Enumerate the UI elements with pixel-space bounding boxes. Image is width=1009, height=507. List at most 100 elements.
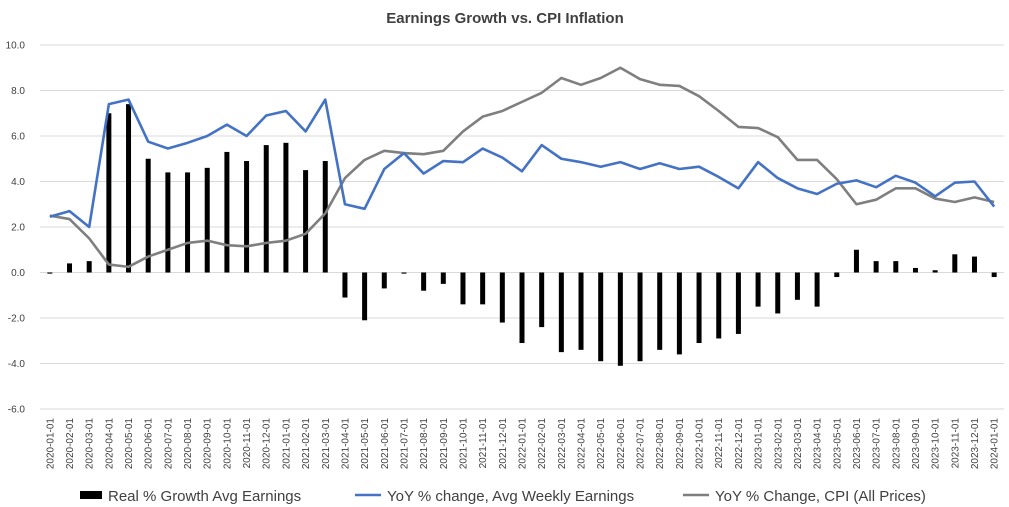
legend-label: YoY % Change, CPI (All Prices) <box>715 488 926 505</box>
chart-title: Earnings Growth vs. CPI Inflation <box>386 10 624 27</box>
bar <box>303 170 309 273</box>
bar <box>893 261 899 273</box>
x-tick-label: 2022-02-01 <box>537 418 548 470</box>
legend-label: YoY % change, Avg Weekly Earnings <box>387 488 634 505</box>
bar <box>460 272 466 305</box>
x-tick-label: 2023-05-01 <box>832 418 843 470</box>
bar <box>912 267 918 273</box>
x-tick-label: 2022-03-01 <box>557 418 568 470</box>
x-tick-label: 2022-09-01 <box>675 418 686 470</box>
bar <box>381 272 387 289</box>
x-tick-label: 2020-04-01 <box>104 418 115 470</box>
bar <box>853 249 859 273</box>
x-tick-label: 2023-08-01 <box>891 418 902 470</box>
bar <box>480 272 486 305</box>
legend: Real % Growth Avg Earnings YoY % change, … <box>80 488 926 505</box>
x-tick-label: 2024-01-01 <box>990 418 1001 470</box>
x-tick-label: 2021-03-01 <box>321 418 332 470</box>
y-axis-ticks: 10.0 8.0 6.0 4.0 2.0 0.0 -2.0 -4.0 -6.0 <box>6 41 26 416</box>
x-tick-label: 2023-12-01 <box>970 418 981 470</box>
bar <box>834 272 840 278</box>
bar <box>165 172 171 273</box>
x-tick-label: 2023-11-01 <box>950 418 961 469</box>
bar <box>421 272 427 291</box>
y-tick-label: 8.0 <box>11 86 25 97</box>
x-tick-label: 2022-01-01 <box>518 418 529 470</box>
bar <box>440 272 446 284</box>
bar <box>775 272 781 314</box>
bar <box>499 272 505 323</box>
legend-swatch <box>80 491 102 499</box>
bar <box>47 272 53 274</box>
x-tick-label: 2021-05-01 <box>360 418 371 470</box>
bar <box>657 272 663 350</box>
y-tick-label: 6.0 <box>11 132 25 143</box>
x-tick-label: 2020-08-01 <box>183 418 194 470</box>
bar <box>696 272 702 344</box>
bar <box>716 272 722 339</box>
bar <box>67 263 73 273</box>
y-tick-label: -6.0 <box>8 405 26 416</box>
x-tick-label: 2023-02-01 <box>773 418 784 470</box>
x-tick-label: 2020-07-01 <box>163 418 174 470</box>
legend-label: Real % Growth Avg Earnings <box>108 488 301 505</box>
x-tick-label: 2021-02-01 <box>301 418 312 470</box>
y-tick-label: 0.0 <box>11 268 25 279</box>
bar <box>578 272 584 350</box>
y-tick-label: 2.0 <box>11 223 25 234</box>
bar <box>401 272 407 274</box>
x-tick-label: 2023-06-01 <box>852 418 863 470</box>
series-line <box>49 66 995 269</box>
x-tick-label: 2023-01-01 <box>754 418 765 470</box>
bar <box>322 161 328 273</box>
y-tick-label: 10.0 <box>6 41 26 52</box>
x-tick-label: 2020-01-01 <box>45 418 56 470</box>
x-tick-label: 2021-01-01 <box>281 418 292 470</box>
x-tick-label: 2022-07-01 <box>636 418 647 470</box>
bar <box>735 272 741 334</box>
bar <box>814 272 820 307</box>
x-tick-label: 2021-10-01 <box>458 418 469 470</box>
bar <box>952 254 958 273</box>
x-tick-label: 2022-11-01 <box>714 418 725 469</box>
y-tick-label: -2.0 <box>8 314 26 325</box>
bar <box>204 167 210 273</box>
x-tick-label: 2020-12-01 <box>262 418 273 470</box>
x-tick-label: 2022-06-01 <box>616 418 627 470</box>
bar <box>519 272 525 344</box>
bar <box>106 113 112 273</box>
x-tick-label: 2022-08-01 <box>655 418 666 470</box>
x-tick-label: 2021-06-01 <box>380 418 391 470</box>
bar <box>558 272 564 353</box>
bar <box>126 104 132 273</box>
bar <box>991 272 997 278</box>
bar <box>637 272 643 362</box>
y-tick-label: -4.0 <box>8 359 26 370</box>
x-tick-label: 2023-10-01 <box>931 418 942 470</box>
line-series <box>49 66 996 269</box>
x-tick-label: 2023-07-01 <box>872 418 883 470</box>
bar <box>971 256 977 273</box>
x-axis-ticks: 2020-01-01 2020-02-01 2020-03-01 2020-04-01… <box>45 418 1000 470</box>
x-tick-label: 2022-04-01 <box>577 418 588 470</box>
bar <box>185 172 191 273</box>
bar <box>873 261 879 273</box>
x-tick-label: 2021-09-01 <box>439 418 450 470</box>
x-tick-label: 2022-12-01 <box>734 418 745 470</box>
bar <box>86 261 92 273</box>
x-tick-label: 2020-10-01 <box>222 418 233 470</box>
x-tick-label: 2020-06-01 <box>144 418 155 470</box>
x-tick-label: 2020-05-01 <box>124 418 135 470</box>
x-tick-label: 2020-09-01 <box>203 418 214 470</box>
x-tick-label: 2021-04-01 <box>340 418 351 470</box>
y-tick-label: 4.0 <box>11 177 25 188</box>
bar <box>932 270 938 273</box>
bar <box>263 145 269 273</box>
bar <box>283 142 289 273</box>
bar <box>145 158 151 273</box>
x-tick-label: 2021-12-01 <box>498 418 509 470</box>
bar <box>676 272 682 355</box>
bar-series <box>47 104 997 366</box>
